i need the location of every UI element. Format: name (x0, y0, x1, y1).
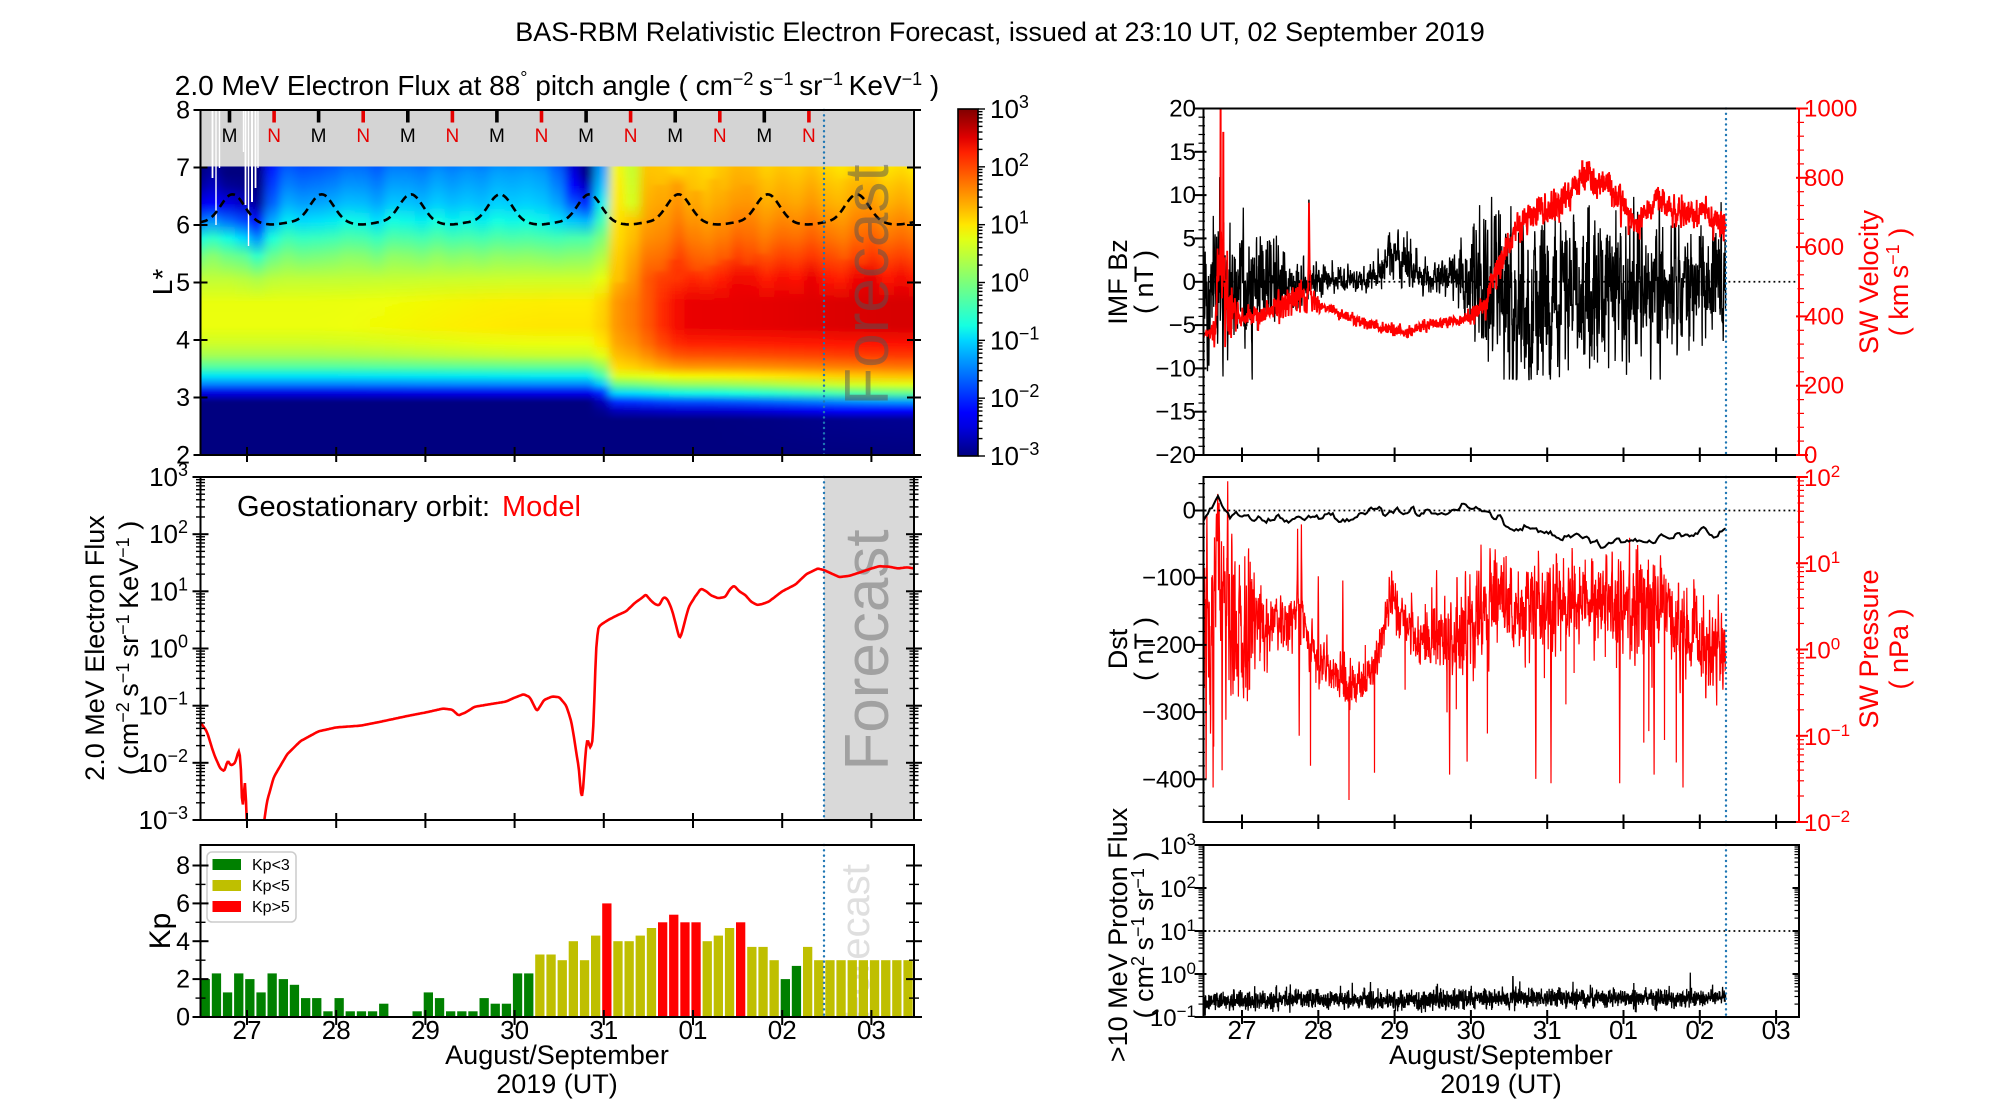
svg-text:6: 6 (176, 212, 190, 240)
svg-text:( nPa ): ( nPa ) (1884, 608, 1914, 689)
svg-text:IMF Bz: IMF Bz (1103, 239, 1133, 325)
svg-text:20: 20 (1169, 96, 1196, 123)
svg-text:Kp>5: Kp>5 (252, 899, 290, 916)
svg-text:31: 31 (1533, 1015, 1562, 1045)
svg-text:M: M (400, 126, 416, 147)
svg-text:5: 5 (1183, 225, 1196, 252)
svg-text:7: 7 (176, 154, 190, 182)
svg-text:27: 27 (1228, 1015, 1257, 1045)
svg-text:0: 0 (1183, 498, 1196, 525)
svg-text:N: N (802, 126, 816, 147)
svg-text:N: N (535, 126, 549, 147)
svg-text:01: 01 (679, 1015, 708, 1045)
svg-text:10: 10 (1169, 182, 1196, 209)
svg-text:SW Pressure: SW Pressure (1854, 569, 1884, 728)
svg-text:M: M (489, 126, 505, 147)
svg-text:103: 103 (149, 460, 188, 492)
svg-text:0: 0 (1804, 442, 1817, 469)
svg-text:−5: −5 (1169, 312, 1196, 339)
svg-text:8: 8 (176, 97, 190, 125)
svg-text:−10: −10 (1155, 355, 1196, 382)
svg-text:29: 29 (411, 1015, 440, 1045)
svg-text:M: M (222, 126, 238, 147)
svg-text:( nT ): ( nT ) (1129, 617, 1159, 681)
svg-text:2019 (UT): 2019 (UT) (496, 1069, 618, 1099)
svg-text:4: 4 (176, 928, 190, 956)
svg-text:N: N (267, 126, 281, 147)
svg-text:−20: −20 (1155, 442, 1196, 469)
svg-text:N: N (446, 126, 460, 147)
svg-text:0: 0 (176, 1004, 190, 1032)
svg-text:( km s−1 ): ( km s−1 ) (1883, 228, 1914, 336)
svg-text:Dst: Dst (1103, 628, 1133, 669)
svg-text:600: 600 (1804, 234, 1844, 261)
svg-text:−300: −300 (1142, 699, 1196, 726)
svg-text:N: N (356, 126, 370, 147)
svg-text:0: 0 (1183, 269, 1196, 296)
svg-text:Kp<5: Kp<5 (252, 878, 290, 895)
svg-text:August/September: August/September (1389, 1040, 1613, 1070)
svg-text:2.0 MeV Electron Flux at 88° p: 2.0 MeV Electron Flux at 88° pitch angle… (175, 68, 939, 101)
svg-text:15: 15 (1169, 139, 1196, 166)
svg-text:30: 30 (500, 1015, 529, 1045)
svg-text:M: M (667, 126, 683, 147)
svg-text:3: 3 (176, 384, 190, 412)
svg-text:M: M (756, 126, 772, 147)
svg-text:400: 400 (1804, 303, 1844, 330)
svg-text:−15: −15 (1155, 399, 1196, 426)
svg-text:−200: −200 (1142, 632, 1196, 659)
svg-text:01: 01 (1609, 1015, 1638, 1045)
svg-text:02: 02 (768, 1015, 797, 1045)
svg-text:SW Velocity: SW Velocity (1854, 209, 1884, 354)
svg-text:Model: Model (502, 491, 581, 523)
svg-text:103: 103 (990, 92, 1029, 124)
svg-text:4: 4 (176, 327, 190, 355)
svg-text:2: 2 (176, 442, 190, 470)
svg-text:6: 6 (176, 890, 190, 918)
svg-text:28: 28 (1304, 1015, 1333, 1045)
svg-text:BAS-RBM Relativistic Electron: BAS-RBM Relativistic Electron Forecast, … (515, 17, 1484, 47)
svg-text:800: 800 (1804, 165, 1844, 192)
svg-text:Forecast: Forecast (833, 164, 902, 405)
svg-text:8: 8 (176, 852, 190, 880)
svg-text:N: N (624, 126, 638, 147)
svg-text:03: 03 (857, 1015, 886, 1045)
svg-text:2.0 MeV Electron Flux: 2.0 MeV Electron Flux (80, 515, 110, 781)
svg-text:03: 03 (1762, 1015, 1791, 1045)
svg-text:200: 200 (1804, 373, 1844, 400)
svg-text:Kp<3: Kp<3 (252, 857, 290, 874)
svg-text:M: M (578, 126, 594, 147)
svg-text:Kp: Kp (144, 913, 177, 950)
svg-text:−100: −100 (1142, 565, 1196, 592)
svg-text:28: 28 (322, 1015, 351, 1045)
svg-text:( nT ): ( nT ) (1129, 250, 1159, 314)
svg-text:1000: 1000 (1804, 96, 1857, 123)
svg-text:27: 27 (233, 1015, 262, 1045)
svg-text:31: 31 (589, 1015, 618, 1045)
svg-text:5: 5 (176, 269, 190, 297)
svg-text:29: 29 (1380, 1015, 1409, 1045)
svg-text:Forecast: Forecast (833, 529, 902, 770)
svg-text:N: N (713, 126, 727, 147)
svg-text:2: 2 (176, 966, 190, 994)
svg-text:30: 30 (1456, 1015, 1485, 1045)
svg-text:02: 02 (1685, 1015, 1714, 1045)
svg-text:( cm−2 s−1 sr−1 KeV−1 ): ( cm−2 s−1 sr−1 KeV−1 ) (113, 521, 144, 775)
svg-text:L*: L* (147, 269, 178, 296)
svg-text:Geostationary orbit:: Geostationary orbit: (237, 491, 490, 523)
svg-text:2019 (UT): 2019 (UT) (1440, 1069, 1562, 1099)
svg-text:M: M (311, 126, 327, 147)
svg-text:August/September: August/September (445, 1040, 669, 1070)
svg-text:>10 MeV Proton Flux: >10 MeV Proton Flux (1103, 807, 1133, 1062)
svg-text:−400: −400 (1142, 766, 1196, 793)
